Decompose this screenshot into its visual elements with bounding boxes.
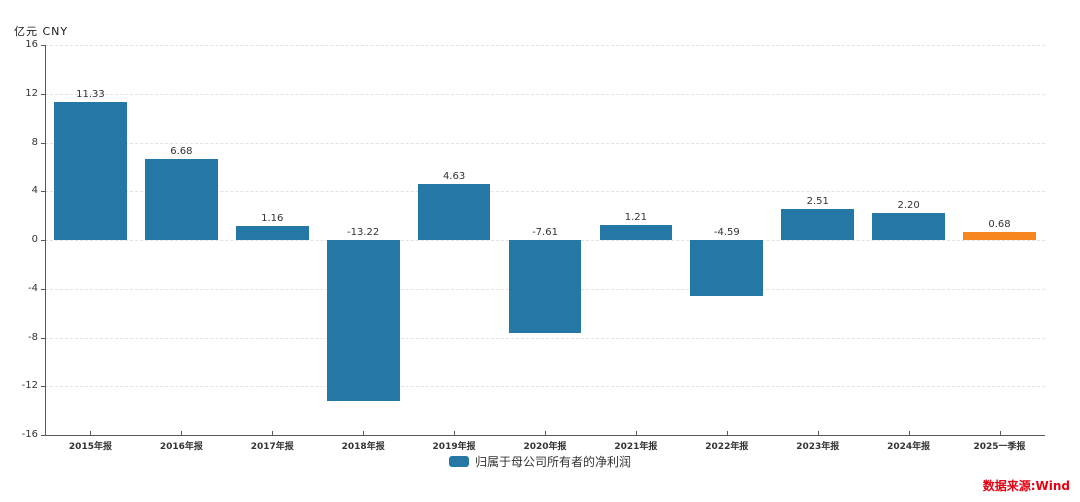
y-axis-tick--12 bbox=[41, 386, 45, 388]
gridline-12 bbox=[45, 93, 1045, 95]
y-axis-tick-label--16: -16 bbox=[21, 429, 38, 440]
x-axis-label-2021年报: 2021年报 bbox=[614, 442, 658, 452]
y-axis-tick-8 bbox=[41, 142, 45, 144]
y-axis-tick-label-4: 4 bbox=[31, 185, 38, 197]
x-axis-label-2015年报: 2015年报 bbox=[68, 442, 112, 452]
data-source-label: 数据来源:Wind bbox=[982, 479, 1070, 493]
x-axis-tick-2021年报 bbox=[635, 431, 637, 435]
y-axis-tick-label-16: 16 bbox=[25, 39, 38, 50]
y-axis-tick-0 bbox=[41, 240, 45, 241]
bar-value-label-2017年报: 1.16 bbox=[261, 212, 284, 224]
y-axis-tick-4 bbox=[41, 191, 45, 193]
bar-value-label-2015年报: 11.33 bbox=[76, 88, 105, 100]
bar-value-label-2021年报: 1.21 bbox=[624, 212, 648, 224]
x-axis-label-2020年报: 2020年报 bbox=[523, 442, 567, 452]
x-axis-tick-2025一季报 bbox=[999, 431, 1001, 435]
bar-value-label-2022年报: -4.59 bbox=[713, 227, 740, 238]
bar-2025一季报[interactable] bbox=[963, 231, 1036, 240]
x-axis-tick-2024年报 bbox=[908, 431, 910, 435]
legend-series-label: 归属于母公司所有者的净利润 bbox=[474, 455, 631, 469]
x-axis-tick-2017年报 bbox=[272, 431, 274, 435]
y-axis-tick-16 bbox=[41, 45, 45, 46]
x-axis-label-2023年报: 2023年报 bbox=[796, 442, 840, 452]
y-axis-tick-label--12: -12 bbox=[21, 380, 38, 392]
bar-value-label-2018年报: -13.22 bbox=[347, 227, 380, 238]
y-axis-tick-label--4: -4 bbox=[28, 282, 38, 294]
bar-2023年报[interactable] bbox=[781, 209, 855, 240]
y-axis-tick--8 bbox=[41, 337, 45, 339]
legend-swatch bbox=[448, 456, 469, 467]
gridline--8 bbox=[45, 337, 1045, 339]
y-axis-tick-label-12: 12 bbox=[25, 87, 38, 99]
x-axis-tick-2022年报 bbox=[726, 431, 728, 435]
y-axis-tick-12 bbox=[41, 93, 45, 95]
x-axis-label-2022年报: 2022年报 bbox=[705, 442, 749, 452]
y-axis-unit-label: 亿元 CNY bbox=[14, 25, 69, 38]
bar-2021年报[interactable] bbox=[599, 225, 673, 240]
gridline--12 bbox=[45, 386, 1045, 388]
bar-2017年报[interactable] bbox=[235, 225, 309, 240]
x-axis-label-2017年报: 2017年报 bbox=[250, 442, 294, 452]
x-axis-label-2018年报: 2018年报 bbox=[341, 442, 385, 452]
y-axis-line bbox=[45, 45, 46, 435]
x-axis-label-2025一季报: 2025一季报 bbox=[973, 442, 1026, 452]
bar-2019年报[interactable] bbox=[417, 183, 491, 240]
y-axis-tick-label-0: 0 bbox=[31, 234, 38, 245]
x-axis-label-2019年报: 2019年报 bbox=[432, 442, 476, 452]
x-axis-tick-2018年报 bbox=[363, 431, 365, 435]
x-axis-line bbox=[45, 435, 1045, 436]
gridline-8 bbox=[45, 142, 1045, 144]
y-axis-tick--16 bbox=[41, 435, 45, 436]
bar-value-label-2025一季报: 0.68 bbox=[988, 218, 1011, 230]
x-axis-label-2024年报: 2024年报 bbox=[887, 442, 931, 452]
x-axis-tick-2020年报 bbox=[545, 431, 546, 435]
bar-2024年报[interactable] bbox=[872, 213, 945, 240]
gridline-4 bbox=[45, 191, 1045, 193]
gridline-16 bbox=[45, 45, 1045, 46]
bar-2020年报[interactable] bbox=[508, 240, 582, 333]
bar-value-label-2024年报: 2.20 bbox=[897, 200, 920, 212]
x-axis-tick-2019年报 bbox=[454, 431, 456, 435]
x-axis-tick-2015年报 bbox=[90, 431, 92, 435]
bar-value-label-2019年报: 4.63 bbox=[442, 170, 466, 182]
legend[interactable]: 归属于母公司所有者的净利润 bbox=[0, 453, 1080, 470]
y-axis-tick--4 bbox=[41, 288, 45, 290]
bar-2022年报[interactable] bbox=[690, 240, 764, 296]
y-axis-tick-label-8: 8 bbox=[31, 136, 38, 148]
y-axis-tick-label--8: -8 bbox=[28, 331, 38, 343]
bar-value-label-2023年报: 2.51 bbox=[806, 196, 829, 208]
bar-2016年报[interactable] bbox=[145, 158, 218, 240]
x-axis-tick-2023年报 bbox=[817, 431, 819, 435]
bar-2018年报[interactable] bbox=[326, 240, 400, 402]
x-axis-label-2016年报: 2016年报 bbox=[159, 442, 203, 452]
bar-2015年报[interactable] bbox=[54, 101, 127, 240]
bar-value-label-2016年报: 6.68 bbox=[170, 145, 193, 157]
bar-value-label-2020年报: -7.61 bbox=[532, 227, 558, 238]
x-axis-tick-2016年报 bbox=[181, 431, 183, 435]
